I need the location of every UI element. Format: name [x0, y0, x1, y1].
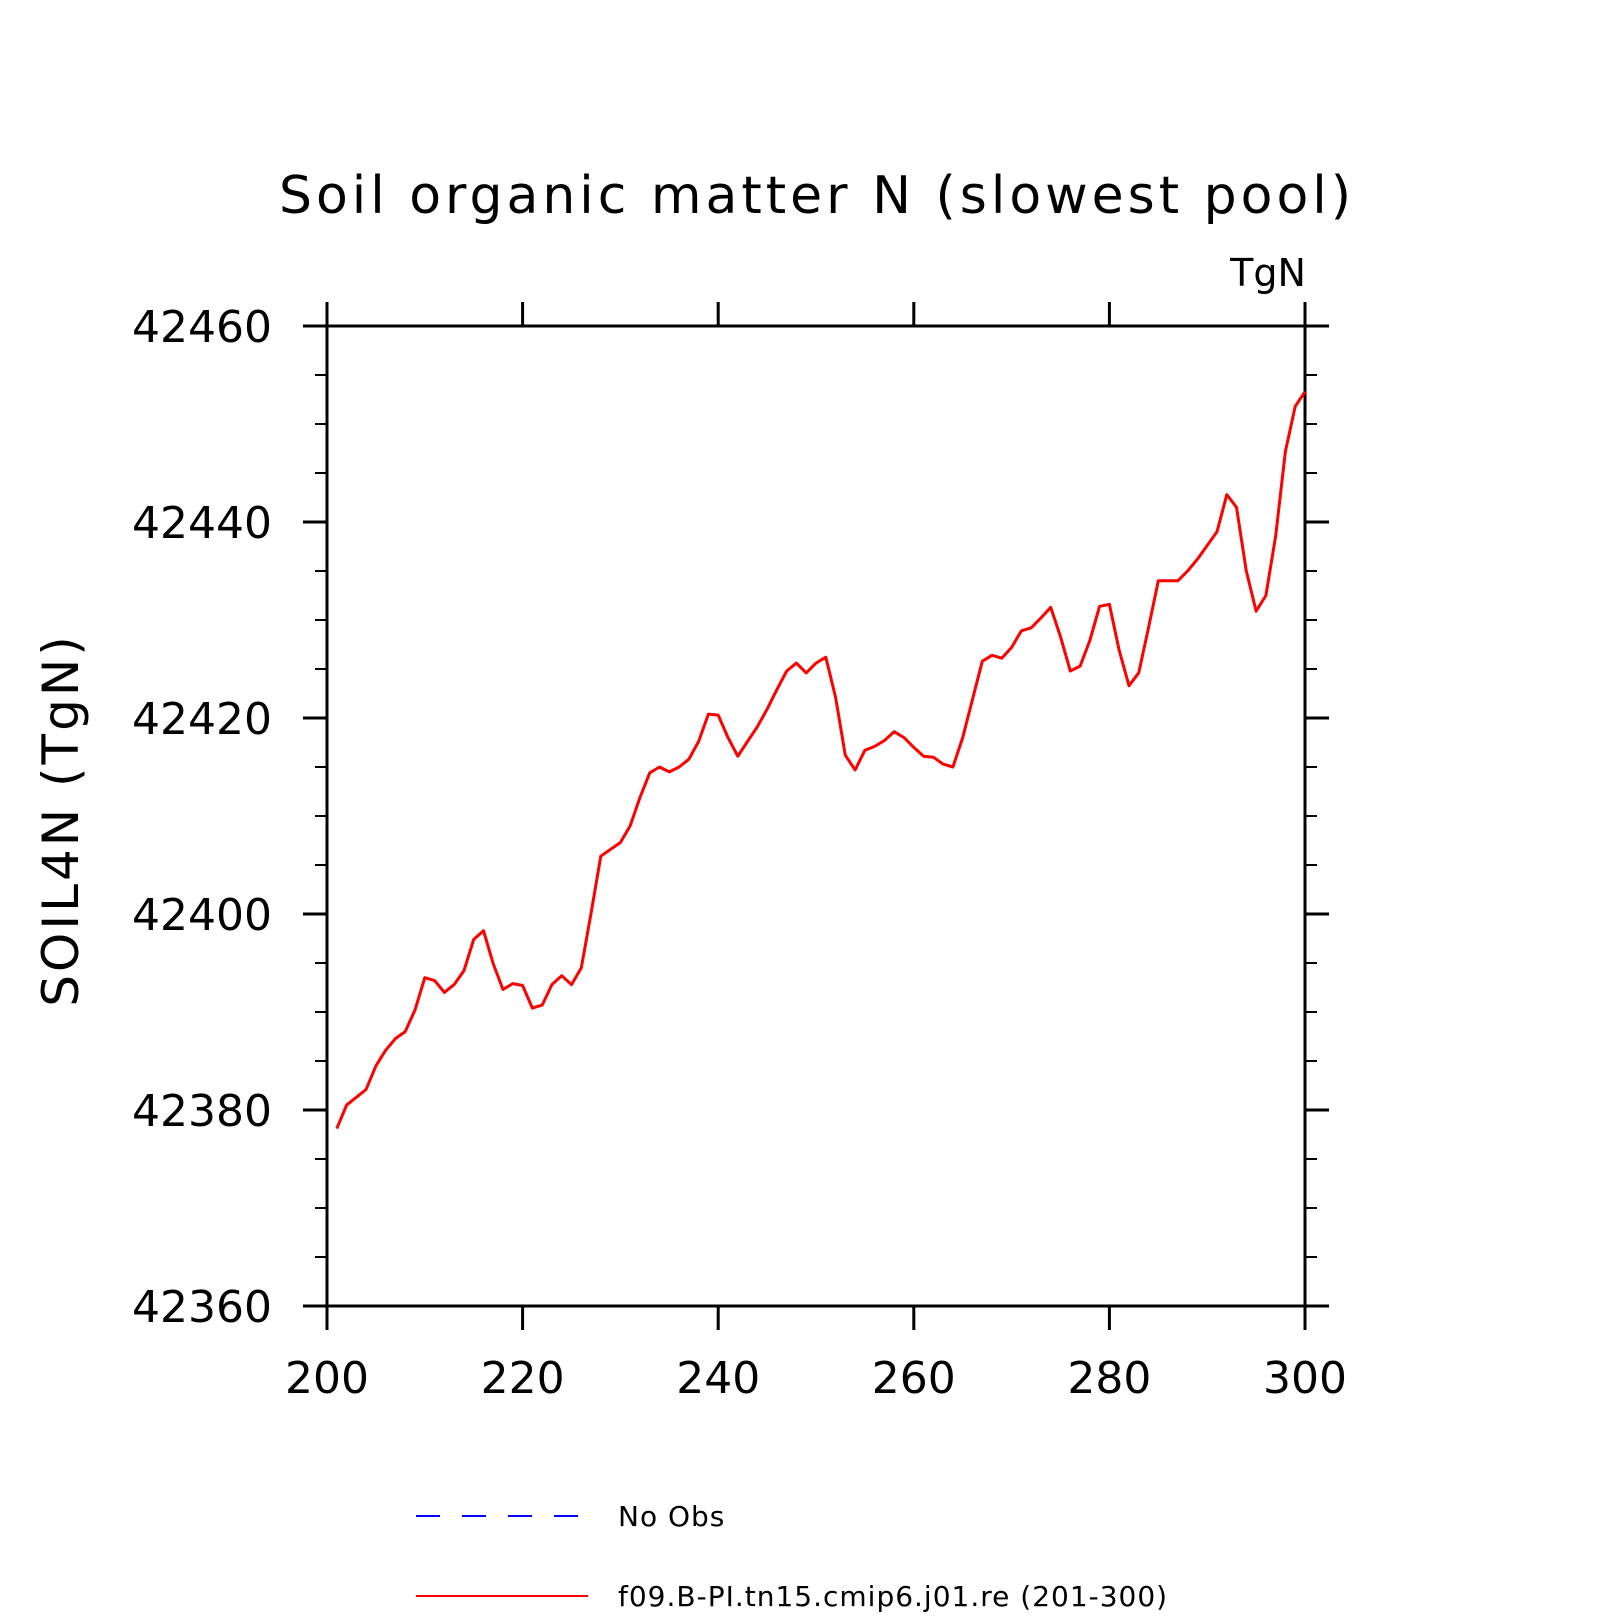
y-tick-label: 42420 [132, 694, 272, 745]
series-line [335, 390, 1307, 1130]
y-axis-label: SOIL4N (TgN) [32, 633, 90, 1007]
plot-area [303, 302, 1329, 1330]
y-tick-label: 42360 [132, 1282, 272, 1333]
y-tick-label: 42440 [132, 498, 272, 549]
legend: No Obs f09.B-PI.tn15.cmip6.j01.re (201-3… [416, 1500, 1168, 1613]
legend-label-series: f09.B-PI.tn15.cmip6.j01.re (201-300) [618, 1580, 1168, 1613]
series-group [335, 390, 1307, 1130]
x-tick-label: 260 [872, 1353, 956, 1404]
x-tick-label: 220 [481, 1353, 565, 1404]
y-tick-labels: 42360 42380 42400 42420 42440 42460 [132, 302, 272, 1333]
legend-label-no-obs: No Obs [618, 1500, 725, 1533]
y-tick-label: 42460 [132, 302, 272, 353]
x-tick-label: 240 [676, 1353, 760, 1404]
units-label: TgN [1229, 251, 1306, 295]
y-tick-label: 42400 [132, 890, 272, 941]
x-tick-labels: 200 220 240 260 280 300 [285, 1353, 1347, 1404]
plot-frame [325, 324, 1307, 1308]
x-tick-label: 280 [1067, 1353, 1151, 1404]
x-tick-label: 300 [1263, 1353, 1347, 1404]
chart-title: Soil organic matter N (slowest pool) [279, 166, 1355, 226]
x-tick-label: 200 [285, 1353, 369, 1404]
y-tick-label: 42380 [132, 1086, 272, 1137]
